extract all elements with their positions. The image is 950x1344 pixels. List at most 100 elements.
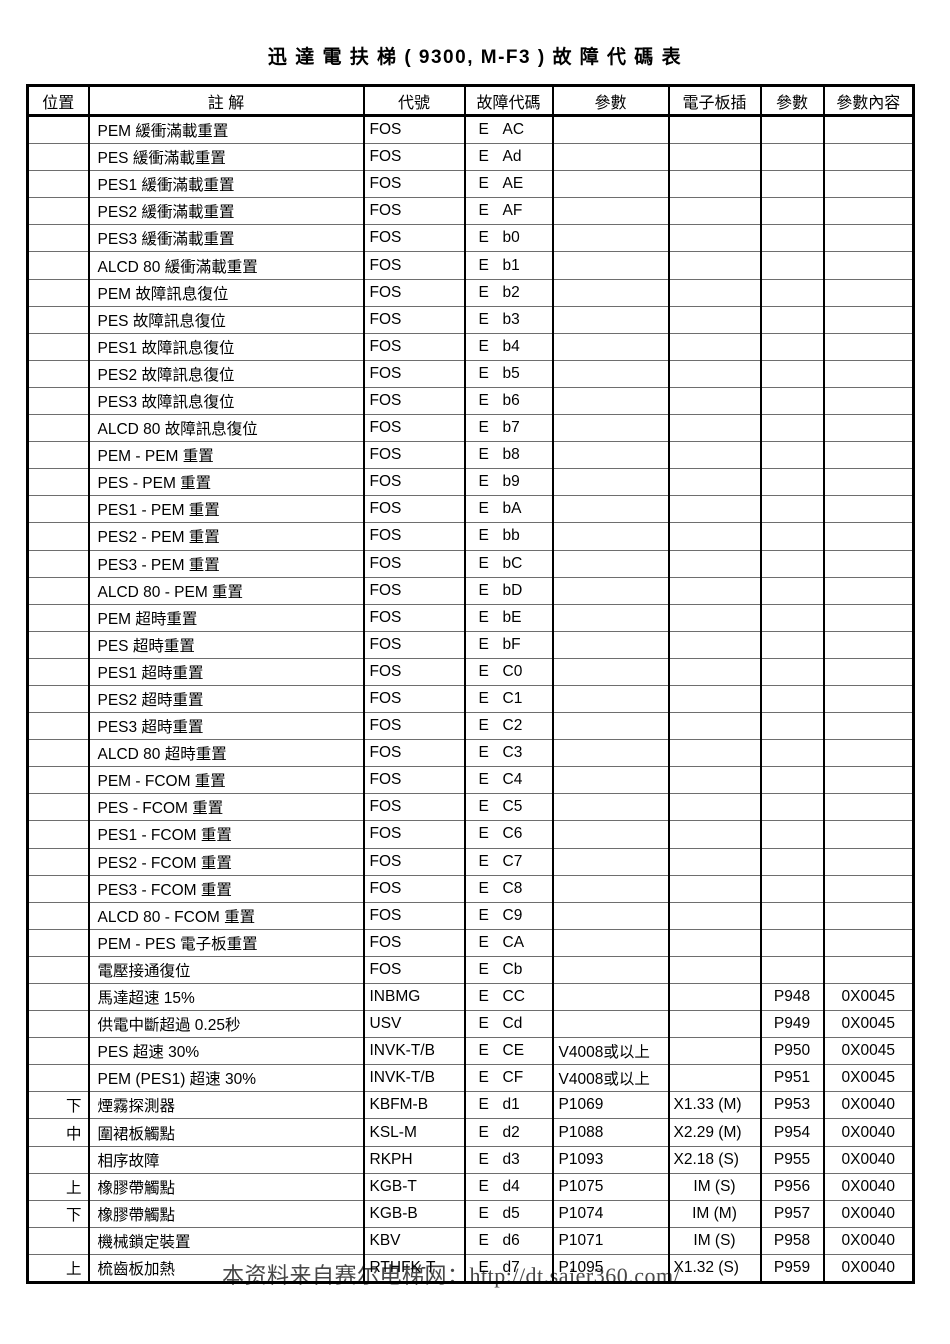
- param-cell: [551, 982, 669, 1011]
- column-header-note: 註 解: [87, 85, 364, 117]
- board-plug-cell: [667, 495, 761, 523]
- board-plug-cell: [667, 982, 761, 1011]
- position-cell: [27, 928, 89, 957]
- param-content-cell: [822, 170, 914, 198]
- param-cell: [551, 739, 669, 767]
- fault-code-cell: E Ad: [463, 143, 553, 171]
- param-content-cell: 0X0040: [822, 1253, 914, 1283]
- fault-letter: E: [478, 744, 489, 762]
- fault-letter: E: [478, 852, 489, 870]
- code-cell: FOS: [362, 847, 465, 876]
- position-cell: [27, 170, 89, 198]
- note-cell: PES1 超時重置: [87, 657, 364, 686]
- fault-code-cell: E AC: [463, 114, 553, 144]
- fault-code-cell: E C3: [463, 739, 553, 767]
- fault-code: bA: [502, 500, 522, 518]
- fault-letter: E: [478, 717, 489, 735]
- param-number-cell: [759, 766, 824, 794]
- position-cell: [27, 874, 89, 903]
- fault-code-cell: E CE: [463, 1037, 553, 1065]
- board-plug-cell: [667, 332, 761, 361]
- param-cell: [551, 224, 669, 252]
- param-content-cell: 0X0045: [822, 982, 914, 1011]
- param-number-cell: [759, 955, 824, 984]
- note-cell: 橡膠帶觸點: [87, 1172, 364, 1201]
- note-cell: PES3 - FCOM 重置: [87, 874, 364, 903]
- note-cell: ALCD 80 超時重置: [87, 739, 364, 767]
- column-header-code: 代號: [362, 85, 465, 117]
- param-content-cell: [822, 414, 914, 442]
- table-row: PES 超速 30% INVK-T/B E CE V4008或以上 P950 0X0045: [27, 1037, 914, 1065]
- code-cell: FOS: [362, 766, 465, 794]
- param-cell: P1093: [551, 1145, 669, 1174]
- param-content-cell: [822, 386, 914, 415]
- board-plug-cell: [667, 603, 761, 632]
- param-cell: P1088: [551, 1118, 669, 1147]
- note-cell: PES1 緩衝滿載重置: [87, 170, 364, 198]
- note-cell: PES 超速 30%: [87, 1037, 364, 1065]
- param-number-cell: [759, 847, 824, 876]
- position-cell: [27, 522, 89, 550]
- param-number-cell: [759, 874, 824, 903]
- param-cell: [551, 495, 669, 523]
- board-plug-cell: [667, 1010, 761, 1038]
- fault-letter: E: [478, 1069, 489, 1087]
- board-plug-cell: [667, 1064, 761, 1092]
- param-content-cell: [822, 522, 914, 550]
- position-cell: [27, 251, 89, 280]
- code-cell: INVK-T/B: [362, 1037, 465, 1065]
- note-cell: PES2 超時重置: [87, 684, 364, 713]
- column-header-parameter-number: 參數: [759, 85, 824, 117]
- note-cell: PES1 - PEM 重置: [87, 495, 364, 523]
- board-plug-cell: [667, 928, 761, 957]
- column-header-fault-code: 故障代碼: [463, 85, 553, 117]
- column-header-position: 位置: [27, 85, 89, 117]
- board-plug-cell: [667, 820, 761, 849]
- fault-code: bD: [502, 581, 523, 599]
- header-row: 位置 註 解 代號 故障代碼 參數 電子板插 參數 參數內容: [27, 85, 914, 117]
- board-plug-cell: [667, 684, 761, 713]
- table-row: 馬達超速 15% INBMG E CC P948 0X0045: [27, 982, 914, 1011]
- param-number-cell: [759, 576, 824, 605]
- fault-letter: E: [478, 229, 489, 247]
- param-number-cell: [759, 549, 824, 578]
- code-cell: FOS: [362, 955, 465, 984]
- code-cell: FOS: [362, 278, 465, 307]
- param-content-cell: 0X0045: [822, 1010, 914, 1038]
- position-cell: [27, 603, 89, 632]
- fault-letter: E: [478, 960, 489, 978]
- fault-letter: E: [478, 798, 489, 816]
- code-cell: FOS: [362, 224, 465, 252]
- board-plug-cell: [667, 143, 761, 171]
- position-cell: [27, 1064, 89, 1092]
- position-cell: [27, 955, 89, 984]
- note-cell: PEM 故障訊息復位: [87, 278, 364, 307]
- fault-letter: E: [478, 879, 489, 897]
- note-cell: PES3 故障訊息復位: [87, 386, 364, 415]
- fault-letter: E: [478, 690, 489, 708]
- param-content-cell: [822, 143, 914, 171]
- fault-code: d7: [502, 1258, 520, 1276]
- param-number-cell: [759, 684, 824, 713]
- param-number-cell: P958: [759, 1226, 824, 1255]
- table-row: ALCD 80 - FCOM 重置 FOS E C9: [27, 901, 914, 930]
- param-content-cell: 0X0040: [822, 1172, 914, 1201]
- board-plug-cell: [667, 874, 761, 903]
- note-cell: 供電中斷超過 0.25秒: [87, 1010, 364, 1038]
- param-content-cell: [822, 576, 914, 605]
- param-number-cell: [759, 793, 824, 821]
- param-number-cell: [759, 359, 824, 388]
- code-cell: FOS: [362, 874, 465, 903]
- param-content-cell: [822, 603, 914, 632]
- fault-code: AE: [502, 175, 524, 193]
